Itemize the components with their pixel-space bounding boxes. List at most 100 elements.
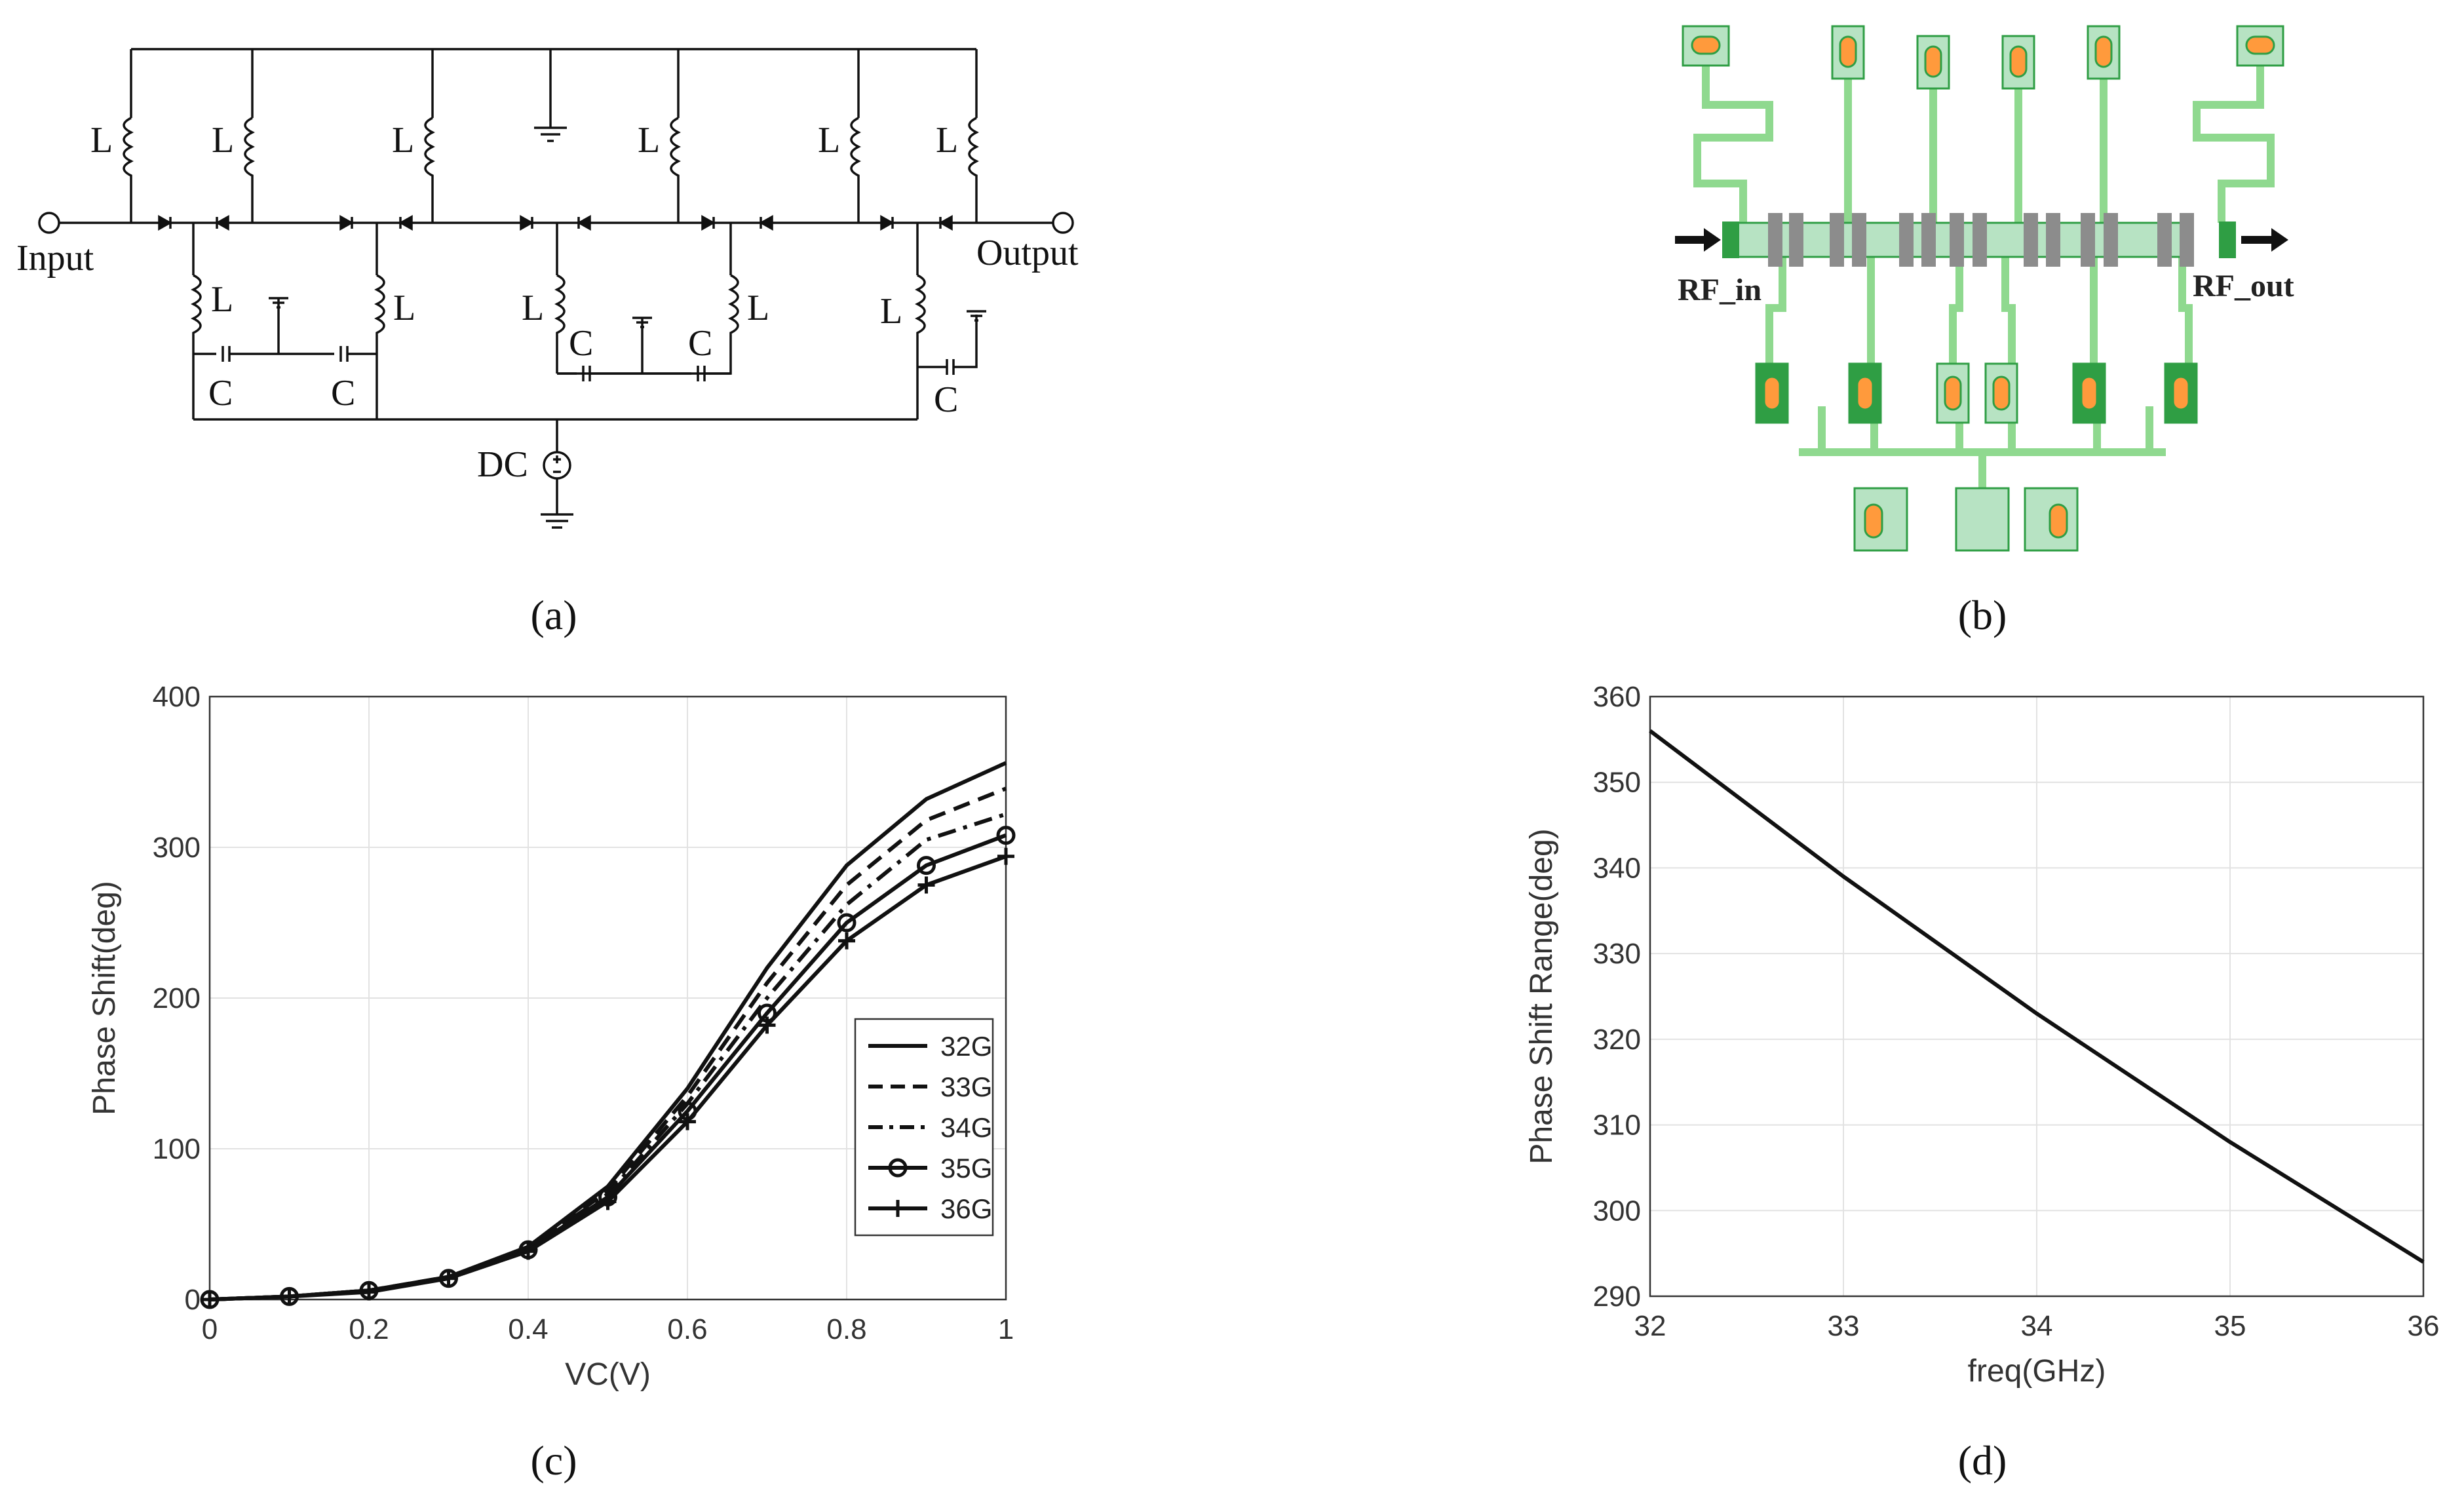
dc-source — [543, 451, 571, 480]
cap-right — [944, 315, 978, 375]
x-tick-label: 1 — [998, 1313, 1014, 1345]
data-point-36G — [758, 1016, 776, 1034]
inductor-label: L — [211, 279, 233, 320]
data-point-36G — [520, 1242, 537, 1260]
legend-label-36G: 36G — [940, 1193, 992, 1224]
caption-d: (d) — [1958, 1437, 2007, 1484]
bias-traces — [1693, 66, 2275, 488]
input-label: Input — [16, 238, 94, 279]
data-point-36G — [917, 876, 935, 894]
data-point-36G — [280, 1288, 298, 1305]
y-tick-label: 300 — [1593, 1195, 1641, 1227]
legend: 32G 33G 34G 35G 36G — [854, 1018, 994, 1237]
y-tick-label: 340 — [1593, 852, 1641, 884]
data-point-36G — [997, 847, 1014, 865]
rf-in-port — [1722, 221, 1739, 258]
rf-out-arrow — [2241, 228, 2288, 252]
inductor-label: L — [90, 120, 113, 161]
inductor-label: L — [212, 120, 234, 161]
inductor-label: L — [638, 120, 660, 161]
panel-b-labels: RF_in RF_out — [1678, 269, 2294, 307]
cap-rail-mid — [557, 366, 731, 381]
top-bias-pads — [1682, 25, 2284, 90]
inductor-label: L — [522, 288, 544, 328]
inductor-branch-wires — [130, 49, 978, 223]
dc-source-polarity — [553, 455, 561, 473]
caption-b: (b) — [1958, 592, 2007, 638]
chart-c: 0 0.2 0.4 0.6 0.8 1 0 100 200 300 400 VC(V) Phase Sh… — [87, 681, 1016, 1392]
small-ground-symbols — [269, 297, 986, 374]
x-axis-label: freq(GHz) — [1968, 1354, 2106, 1389]
bottom-pads — [1853, 487, 2079, 552]
x-tick-label: 32 — [1634, 1310, 1666, 1342]
legend-marker-35G — [888, 1158, 908, 1178]
x-axis-label: VC(V) — [565, 1357, 651, 1392]
x-tick-label: 34 — [2021, 1310, 2053, 1342]
caption-c: (c) — [530, 1437, 577, 1484]
data-point-36G — [440, 1269, 457, 1287]
y-tick-label: 310 — [1593, 1109, 1641, 1142]
bottom-ground-symbol — [541, 513, 573, 529]
x-tick-label: 35 — [2214, 1310, 2246, 1342]
top-ground-symbol — [534, 49, 567, 142]
rf-out-label: RF_out — [2193, 269, 2294, 303]
y-tick-label: 330 — [1593, 938, 1641, 970]
data-point-36G — [201, 1291, 218, 1308]
panel-a-circuit — [38, 48, 1074, 529]
x-tick-label: 36 — [2408, 1310, 2440, 1342]
x-tick-label: 33 — [1828, 1310, 1860, 1342]
legend-marker-36G — [889, 1200, 906, 1217]
x-tick-label: 0.2 — [349, 1313, 389, 1345]
data-point-35G — [996, 826, 1016, 845]
capacitor-label: C — [208, 373, 233, 414]
y-tick-label: 0 — [185, 1284, 201, 1316]
varactor-cells — [1768, 213, 2194, 267]
inductor-label: L — [818, 120, 840, 161]
inductor-label: L — [392, 120, 414, 161]
series-line-Phase Shift Range — [1649, 729, 2425, 1264]
lower-inductors — [191, 274, 926, 334]
rf-in-label: RF_in — [1678, 273, 1761, 307]
y-axis-label: Phase Shift Range(deg) — [1524, 828, 1559, 1164]
y-tick-label: 400 — [153, 681, 201, 713]
panel-a-labels: L L L L L L L L L L L C C C C C Input Ou… — [16, 120, 1079, 485]
legend-label-34G: 34G — [940, 1112, 992, 1143]
x-tick-label: 0.8 — [826, 1313, 866, 1345]
chart-d: 32 33 34 35 36 290 300 310 320 330 340 350 360 freq(G… — [1524, 681, 2439, 1389]
caption-a: (a) — [530, 592, 577, 638]
data-point-36G — [599, 1193, 617, 1210]
y-tick-label: 360 — [1593, 681, 1641, 713]
legend-label-35G: 35G — [940, 1153, 992, 1184]
x-tick-label: 0.6 — [667, 1313, 707, 1345]
rf-out-port — [2219, 221, 2236, 258]
y-tick-label: 350 — [1593, 767, 1641, 799]
capacitor-label: C — [688, 323, 712, 364]
inductor-label: L — [880, 291, 902, 332]
varactor-diodes — [158, 215, 953, 231]
output-terminal — [1052, 212, 1074, 234]
data-point-36G — [679, 1113, 696, 1130]
y-tick-label: 200 — [153, 982, 201, 1014]
top-inductors — [123, 117, 979, 177]
panel-b-layout — [1675, 25, 2288, 552]
data-point-35G — [917, 856, 936, 876]
data-point-35G — [837, 913, 857, 933]
rf-in-arrow — [1675, 228, 1721, 252]
dc-label: DC — [477, 444, 528, 485]
legend-label-33G: 33G — [940, 1071, 992, 1102]
capacitor-label: C — [934, 379, 958, 420]
capacitor-label: C — [331, 373, 355, 414]
inductor-label: L — [936, 120, 958, 161]
y-tick-label: 320 — [1593, 1024, 1641, 1056]
inductor-label: L — [747, 288, 769, 328]
capacitor-label: C — [569, 323, 593, 364]
plot-frame — [208, 695, 1007, 1301]
plot-frame — [1649, 695, 2425, 1298]
y-tick-label: 300 — [153, 832, 201, 864]
input-terminal — [38, 212, 60, 234]
y-tick-label: 100 — [153, 1133, 201, 1165]
legend-label-32G: 32G — [940, 1031, 992, 1062]
data-point-36G — [360, 1283, 377, 1301]
middle-bias-pads — [1755, 362, 2198, 424]
